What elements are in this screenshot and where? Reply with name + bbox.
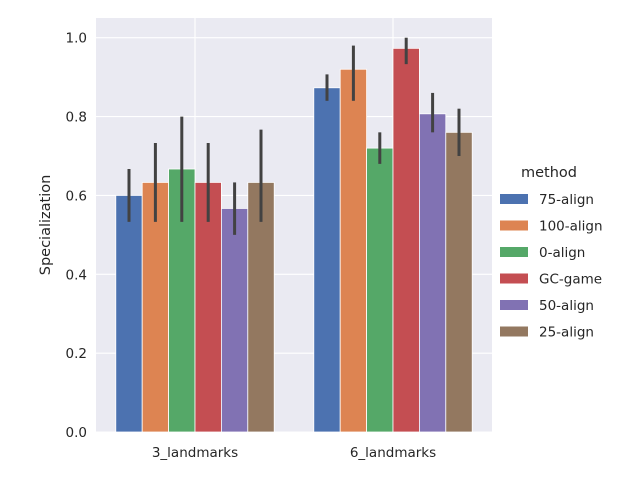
bar-75-align-6_landmarks <box>313 87 341 433</box>
bar-75-align-3_landmarks <box>115 195 143 433</box>
x-axis: 3_landmarks 6_landmarks <box>152 445 436 461</box>
legend-label-50-align: 50-align <box>539 298 594 314</box>
y-tick-label: 0.2 <box>66 346 87 362</box>
x-tick-label: 6_landmarks <box>350 445 436 461</box>
y-axis: 0.0 0.2 0.4 0.6 0.8 1.0 <box>66 31 87 441</box>
error-bars <box>127 37 461 235</box>
legend-swatch-25-align <box>500 326 528 337</box>
legend-swatch-GC-game <box>500 273 528 284</box>
bars <box>115 47 473 433</box>
y-tick-label: 0.4 <box>66 267 87 283</box>
y-tick-label: 1.0 <box>66 31 87 47</box>
legend-label-100-align: 100-align <box>539 219 603 235</box>
legend-swatch-0-align <box>500 247 528 257</box>
bar-GC-game-6_landmarks <box>392 47 420 433</box>
legend-swatch-50-align <box>500 300 528 310</box>
legend: method 75-align 100-align 0-align GC-game 50… <box>500 165 603 341</box>
y-axis-label: Specialization <box>38 175 54 276</box>
legend-label-0-align: 0-align <box>539 245 585 261</box>
y-tick-label: 0.6 <box>66 188 87 204</box>
x-tick-label: 3_landmarks <box>152 445 238 461</box>
y-tick-label: 0.8 <box>66 110 87 126</box>
legend-label-25-align: 25-align <box>539 325 594 341</box>
legend-label-75-align: 75-align <box>539 192 594 208</box>
legend-label-GC-game: GC-game <box>539 272 602 288</box>
y-tick-label: 0.0 <box>66 425 87 441</box>
bar-0-align-6_landmarks <box>366 147 394 433</box>
legend-swatch-75-align <box>500 194 528 204</box>
bar-100-align-6_landmarks <box>339 68 368 433</box>
legend-title: method <box>521 165 577 181</box>
bar-25-align-6_landmarks <box>445 131 473 433</box>
legend-swatch-100-align <box>500 220 528 231</box>
bar-100-align-3_landmarks <box>141 182 169 433</box>
bar-50-align-6_landmarks <box>418 113 447 433</box>
bar-50-align-3_landmarks <box>220 208 249 433</box>
bar-GC-game-3_landmarks <box>194 182 222 433</box>
